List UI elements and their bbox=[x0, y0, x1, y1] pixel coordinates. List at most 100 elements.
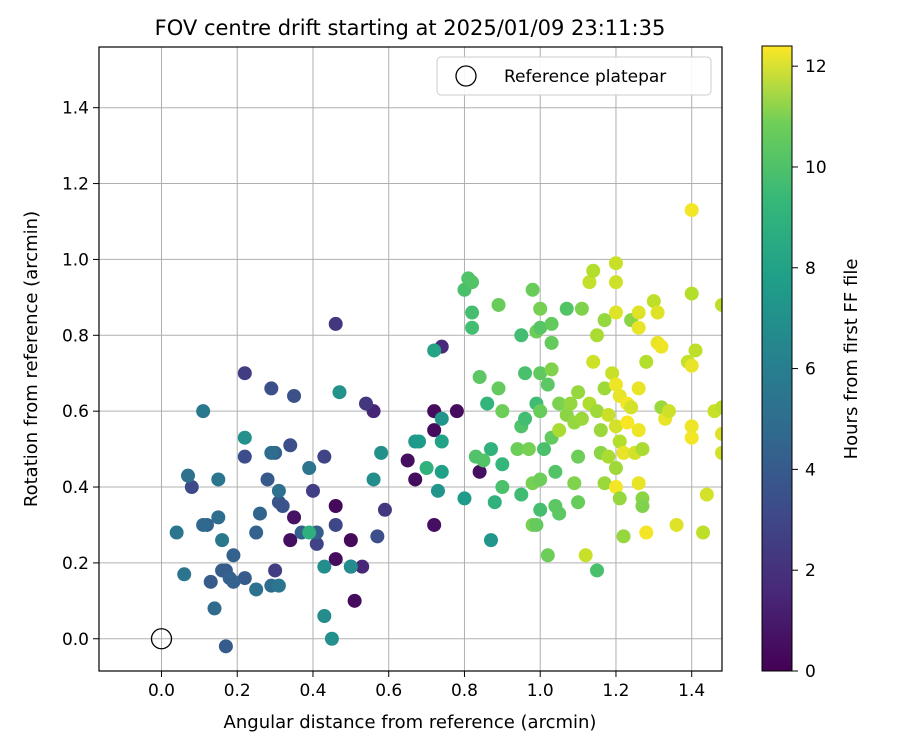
data-point bbox=[366, 472, 381, 487]
data-point bbox=[574, 301, 589, 316]
data-point bbox=[639, 354, 654, 369]
data-point bbox=[491, 297, 506, 312]
x-tick-label: 0.6 bbox=[375, 681, 402, 701]
data-point bbox=[427, 517, 442, 532]
data-point bbox=[203, 574, 218, 589]
data-point bbox=[215, 533, 230, 548]
data-point bbox=[533, 404, 548, 419]
data-point bbox=[317, 449, 332, 464]
data-point bbox=[608, 256, 623, 271]
data-point bbox=[465, 305, 480, 320]
data-point bbox=[483, 533, 498, 548]
data-point bbox=[184, 480, 199, 495]
data-point bbox=[646, 294, 661, 309]
data-point bbox=[533, 366, 548, 381]
data-point bbox=[252, 506, 267, 521]
data-point bbox=[608, 480, 623, 495]
data-point bbox=[605, 366, 620, 381]
data-points bbox=[169, 203, 722, 654]
data-point bbox=[264, 381, 279, 396]
x-tick-label: 1.0 bbox=[527, 681, 554, 701]
data-point bbox=[370, 529, 385, 544]
data-point bbox=[355, 559, 370, 574]
data-point bbox=[324, 631, 339, 646]
data-point bbox=[328, 552, 343, 567]
data-point bbox=[480, 396, 495, 411]
reference-platepar-marker bbox=[150, 628, 173, 650]
data-point bbox=[684, 203, 699, 218]
data-point bbox=[699, 487, 714, 502]
data-point bbox=[715, 400, 722, 415]
data-point bbox=[571, 495, 586, 510]
data-point bbox=[631, 423, 646, 438]
data-point bbox=[207, 601, 222, 616]
data-point bbox=[283, 438, 298, 453]
y-tick-label: 0.6 bbox=[62, 402, 89, 422]
data-point bbox=[715, 297, 722, 312]
data-point bbox=[309, 536, 324, 551]
colorbar-tick-label: 8 bbox=[805, 259, 816, 279]
data-point bbox=[601, 407, 616, 422]
data-point bbox=[559, 301, 574, 316]
data-point bbox=[226, 574, 241, 589]
data-point bbox=[211, 510, 226, 525]
data-point bbox=[540, 377, 555, 392]
data-point bbox=[635, 498, 650, 513]
data-point bbox=[305, 483, 320, 498]
data-point bbox=[317, 559, 332, 574]
colorbar-gradient bbox=[761, 45, 793, 672]
x-tick-label: 0.2 bbox=[224, 681, 251, 701]
data-point bbox=[465, 320, 480, 335]
data-point bbox=[631, 320, 646, 335]
data-point bbox=[639, 525, 654, 540]
data-point bbox=[465, 275, 480, 290]
data-point bbox=[552, 506, 567, 521]
y-tick-label: 1.2 bbox=[62, 175, 89, 195]
data-point bbox=[472, 464, 487, 479]
grid bbox=[99, 47, 722, 671]
data-point bbox=[684, 286, 699, 301]
plot-frame bbox=[98, 46, 723, 672]
data-point bbox=[427, 343, 442, 358]
data-point bbox=[571, 385, 586, 400]
data-point bbox=[586, 263, 601, 278]
data-point bbox=[654, 339, 669, 354]
data-point bbox=[328, 517, 343, 532]
data-point bbox=[332, 385, 347, 400]
data-point bbox=[181, 468, 195, 483]
data-point bbox=[271, 483, 286, 498]
data-point bbox=[601, 449, 616, 464]
data-point bbox=[400, 453, 415, 468]
data-point bbox=[495, 404, 510, 419]
data-point bbox=[434, 464, 449, 479]
data-point bbox=[616, 445, 631, 460]
data-point bbox=[177, 567, 192, 582]
data-point bbox=[430, 483, 445, 498]
colorbar-tick-label: 6 bbox=[805, 360, 816, 380]
legend: Reference platepar bbox=[436, 56, 712, 96]
data-point bbox=[631, 305, 646, 320]
data-point bbox=[377, 502, 392, 517]
data-point bbox=[696, 525, 711, 540]
x-tick-label: 1.2 bbox=[602, 681, 629, 701]
data-point bbox=[715, 426, 722, 441]
data-point bbox=[518, 411, 533, 426]
data-point bbox=[268, 563, 283, 578]
data-point bbox=[578, 548, 593, 563]
data-point bbox=[169, 525, 184, 540]
x-axis-label: Angular distance from reference (arcmin) bbox=[224, 712, 597, 733]
data-point bbox=[525, 282, 540, 297]
data-point bbox=[548, 464, 563, 479]
data-point bbox=[283, 533, 298, 548]
data-point bbox=[275, 498, 290, 513]
data-point bbox=[684, 358, 699, 373]
data-point bbox=[412, 434, 427, 449]
data-point bbox=[287, 510, 302, 525]
y-tick-label: 0.4 bbox=[62, 478, 89, 498]
data-point bbox=[434, 434, 449, 449]
data-point bbox=[608, 275, 623, 290]
colorbar-tick-label: 2 bbox=[805, 561, 816, 581]
data-point bbox=[287, 388, 302, 403]
data-point bbox=[608, 419, 623, 434]
